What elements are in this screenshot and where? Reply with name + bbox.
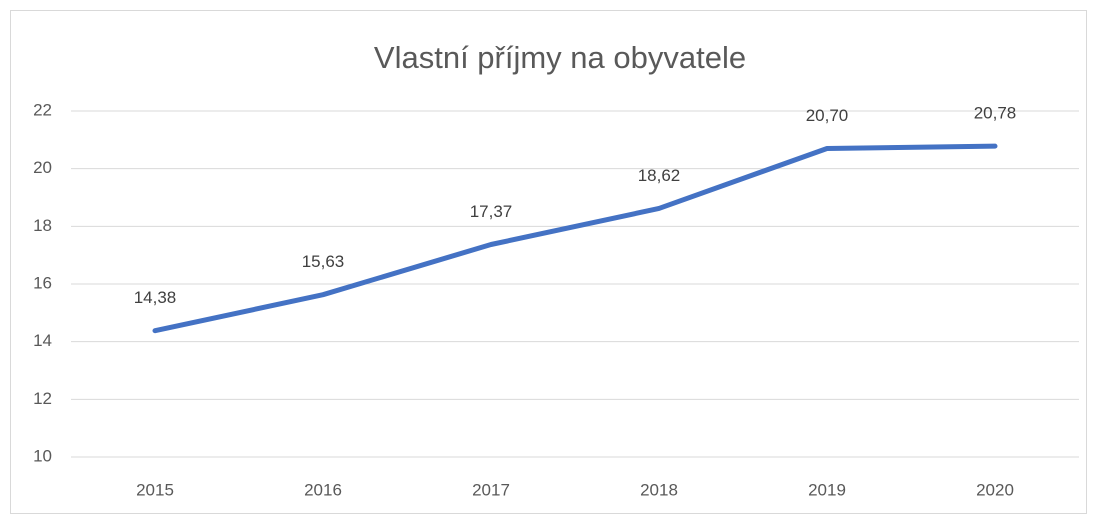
y-tick-label: 16 [33, 273, 52, 292]
x-tick-label: 2019 [808, 480, 846, 499]
y-tick-label: 20 [33, 158, 52, 177]
data-label: 17,37 [470, 202, 513, 221]
y-tick-label: 22 [33, 100, 52, 119]
y-tick-label: 12 [33, 389, 52, 408]
data-label: 15,63 [302, 252, 345, 271]
x-tick-label: 2016 [304, 480, 342, 499]
x-tick-label: 2020 [976, 480, 1014, 499]
data-label: 18,62 [638, 166, 681, 185]
data-line [152, 143, 998, 334]
y-tick-label: 18 [33, 216, 52, 235]
data-label: 20,78 [974, 104, 1017, 123]
x-tick-label: 2018 [640, 480, 678, 499]
chart-frame [10, 10, 1087, 514]
y-tick-label: 10 [33, 446, 52, 465]
data-label: 20,70 [806, 106, 849, 125]
x-tick-label: 2015 [136, 480, 174, 499]
chart-title: Vlastní příjmy na obyvatele [374, 40, 746, 75]
x-tick-label: 2017 [472, 480, 510, 499]
data-label: 14,38 [134, 288, 177, 307]
y-tick-label: 14 [33, 331, 52, 350]
